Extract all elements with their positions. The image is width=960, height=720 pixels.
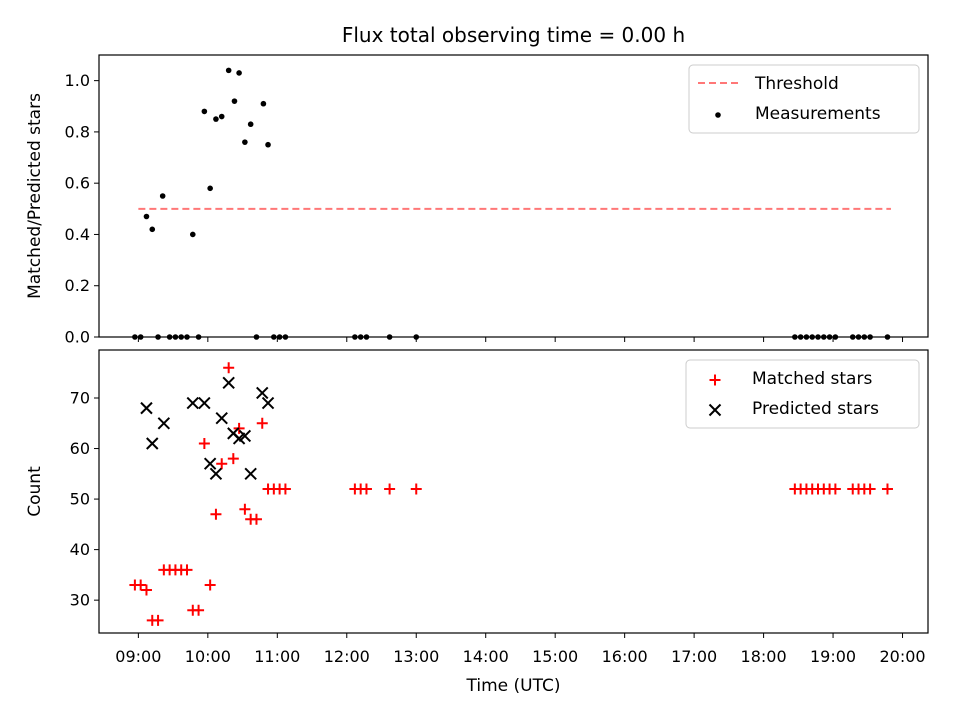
y-tick-label: 40 [70,540,90,559]
x-tick-label: 16:00 [602,647,648,666]
data-point [207,185,213,192]
y-tick-label: 70 [70,389,90,408]
data-point [242,139,248,145]
legend-swatch [709,374,721,386]
data-point [256,386,269,400]
data-point [198,437,210,449]
data-point [157,417,171,430]
legend: Matched stars Predicted stars [685,359,920,429]
data-point [215,412,228,425]
data-point [829,483,841,495]
data-point [189,231,196,238]
x-tick-label: 15:00 [532,647,578,666]
data-point [225,67,232,74]
legend-box [688,64,920,134]
y-tick-label: 1.0 [65,71,90,90]
data-point [239,503,251,515]
legend-label: Measurements [755,104,881,124]
data-point [279,483,291,495]
axis-ticks: 0.0 0.2 0.4 0.6 0.8 1.0 [65,71,904,347]
data-point [204,579,216,591]
axes-frame [98,54,929,338]
y-tick-label: 0.0 [65,328,90,347]
y-tick-label: 0.2 [65,276,90,295]
y-tick-label: 50 [70,490,90,509]
x-tick-label: 17:00 [671,647,717,666]
data-point [135,579,147,591]
data-point [218,113,225,120]
x-tick-label: 12:00 [324,647,370,666]
data-point [360,483,372,495]
data-point [186,396,199,410]
legend-label: Matched stars [752,369,872,389]
data-point [410,483,422,495]
data-point [146,437,159,450]
data-point [159,193,166,199]
axes-frame [98,349,929,634]
data-point [203,457,217,470]
y-tick-label: 0.6 [65,174,90,193]
y-tick-label: 0.4 [65,225,90,244]
legend-swatch [708,403,722,417]
x-tick-label: 20:00 [879,647,925,666]
y-axis-label: Matched/Predicted stars [25,93,45,299]
x-tick-label: 10:00 [185,647,231,666]
data-point [256,417,268,429]
data-point [201,108,208,115]
ratio-panel: Flux total observing time = 0.00 h Match… [25,23,929,347]
x-tick-label: 09:00 [115,647,161,666]
data-point [193,604,205,616]
legend-label: Predicted stars [752,399,879,419]
legend-box [685,359,920,429]
legend: Threshold Measurements [688,64,920,134]
chart-title: Flux total observing time = 0.00 h [342,23,685,47]
data-point [261,396,275,410]
data-point [881,483,893,495]
data-point [227,453,239,465]
data-point [152,614,164,626]
count-panel: Count Time (UTC) 30 40 50 60 70 09:00 10:00 11:… [25,349,929,696]
data-point [236,70,242,76]
axis-ticks: 30 40 50 60 70 09:00 10:00 11:00 12:00 13:00 14:00… [70,389,926,666]
x-tick-label: 14:00 [463,647,509,666]
data-point [216,458,228,470]
x-tick-label: 18:00 [741,647,787,666]
data-point [198,396,211,410]
data-point [384,483,396,495]
data-point [223,362,235,374]
data-point [181,564,193,576]
data-point [140,584,152,596]
data-point [247,121,254,128]
x-tick-label: 11:00 [254,647,300,666]
legend-swatch [715,112,721,118]
plot-area [129,362,893,626]
data-point [260,100,267,107]
x-tick-label: 13:00 [393,647,439,666]
legend-label: Threshold [754,74,839,94]
data-point [238,429,252,443]
data-point [143,213,150,220]
data-point [213,116,219,122]
x-tick-label: 19:00 [810,647,856,666]
data-point [210,508,222,520]
y-tick-label: 30 [70,591,90,610]
data-point [222,376,235,390]
data-point [250,513,262,525]
data-point [244,467,257,481]
x-axis-label: Time (UTC) [466,676,561,696]
data-point [864,483,876,495]
data-point [231,98,238,104]
data-point [140,401,153,415]
y-axis-label: Count [25,466,45,517]
data-point [149,226,156,233]
y-tick-label: 60 [70,439,90,458]
y-tick-label: 0.8 [65,122,90,141]
data-point [209,467,223,481]
data-point [265,141,271,148]
